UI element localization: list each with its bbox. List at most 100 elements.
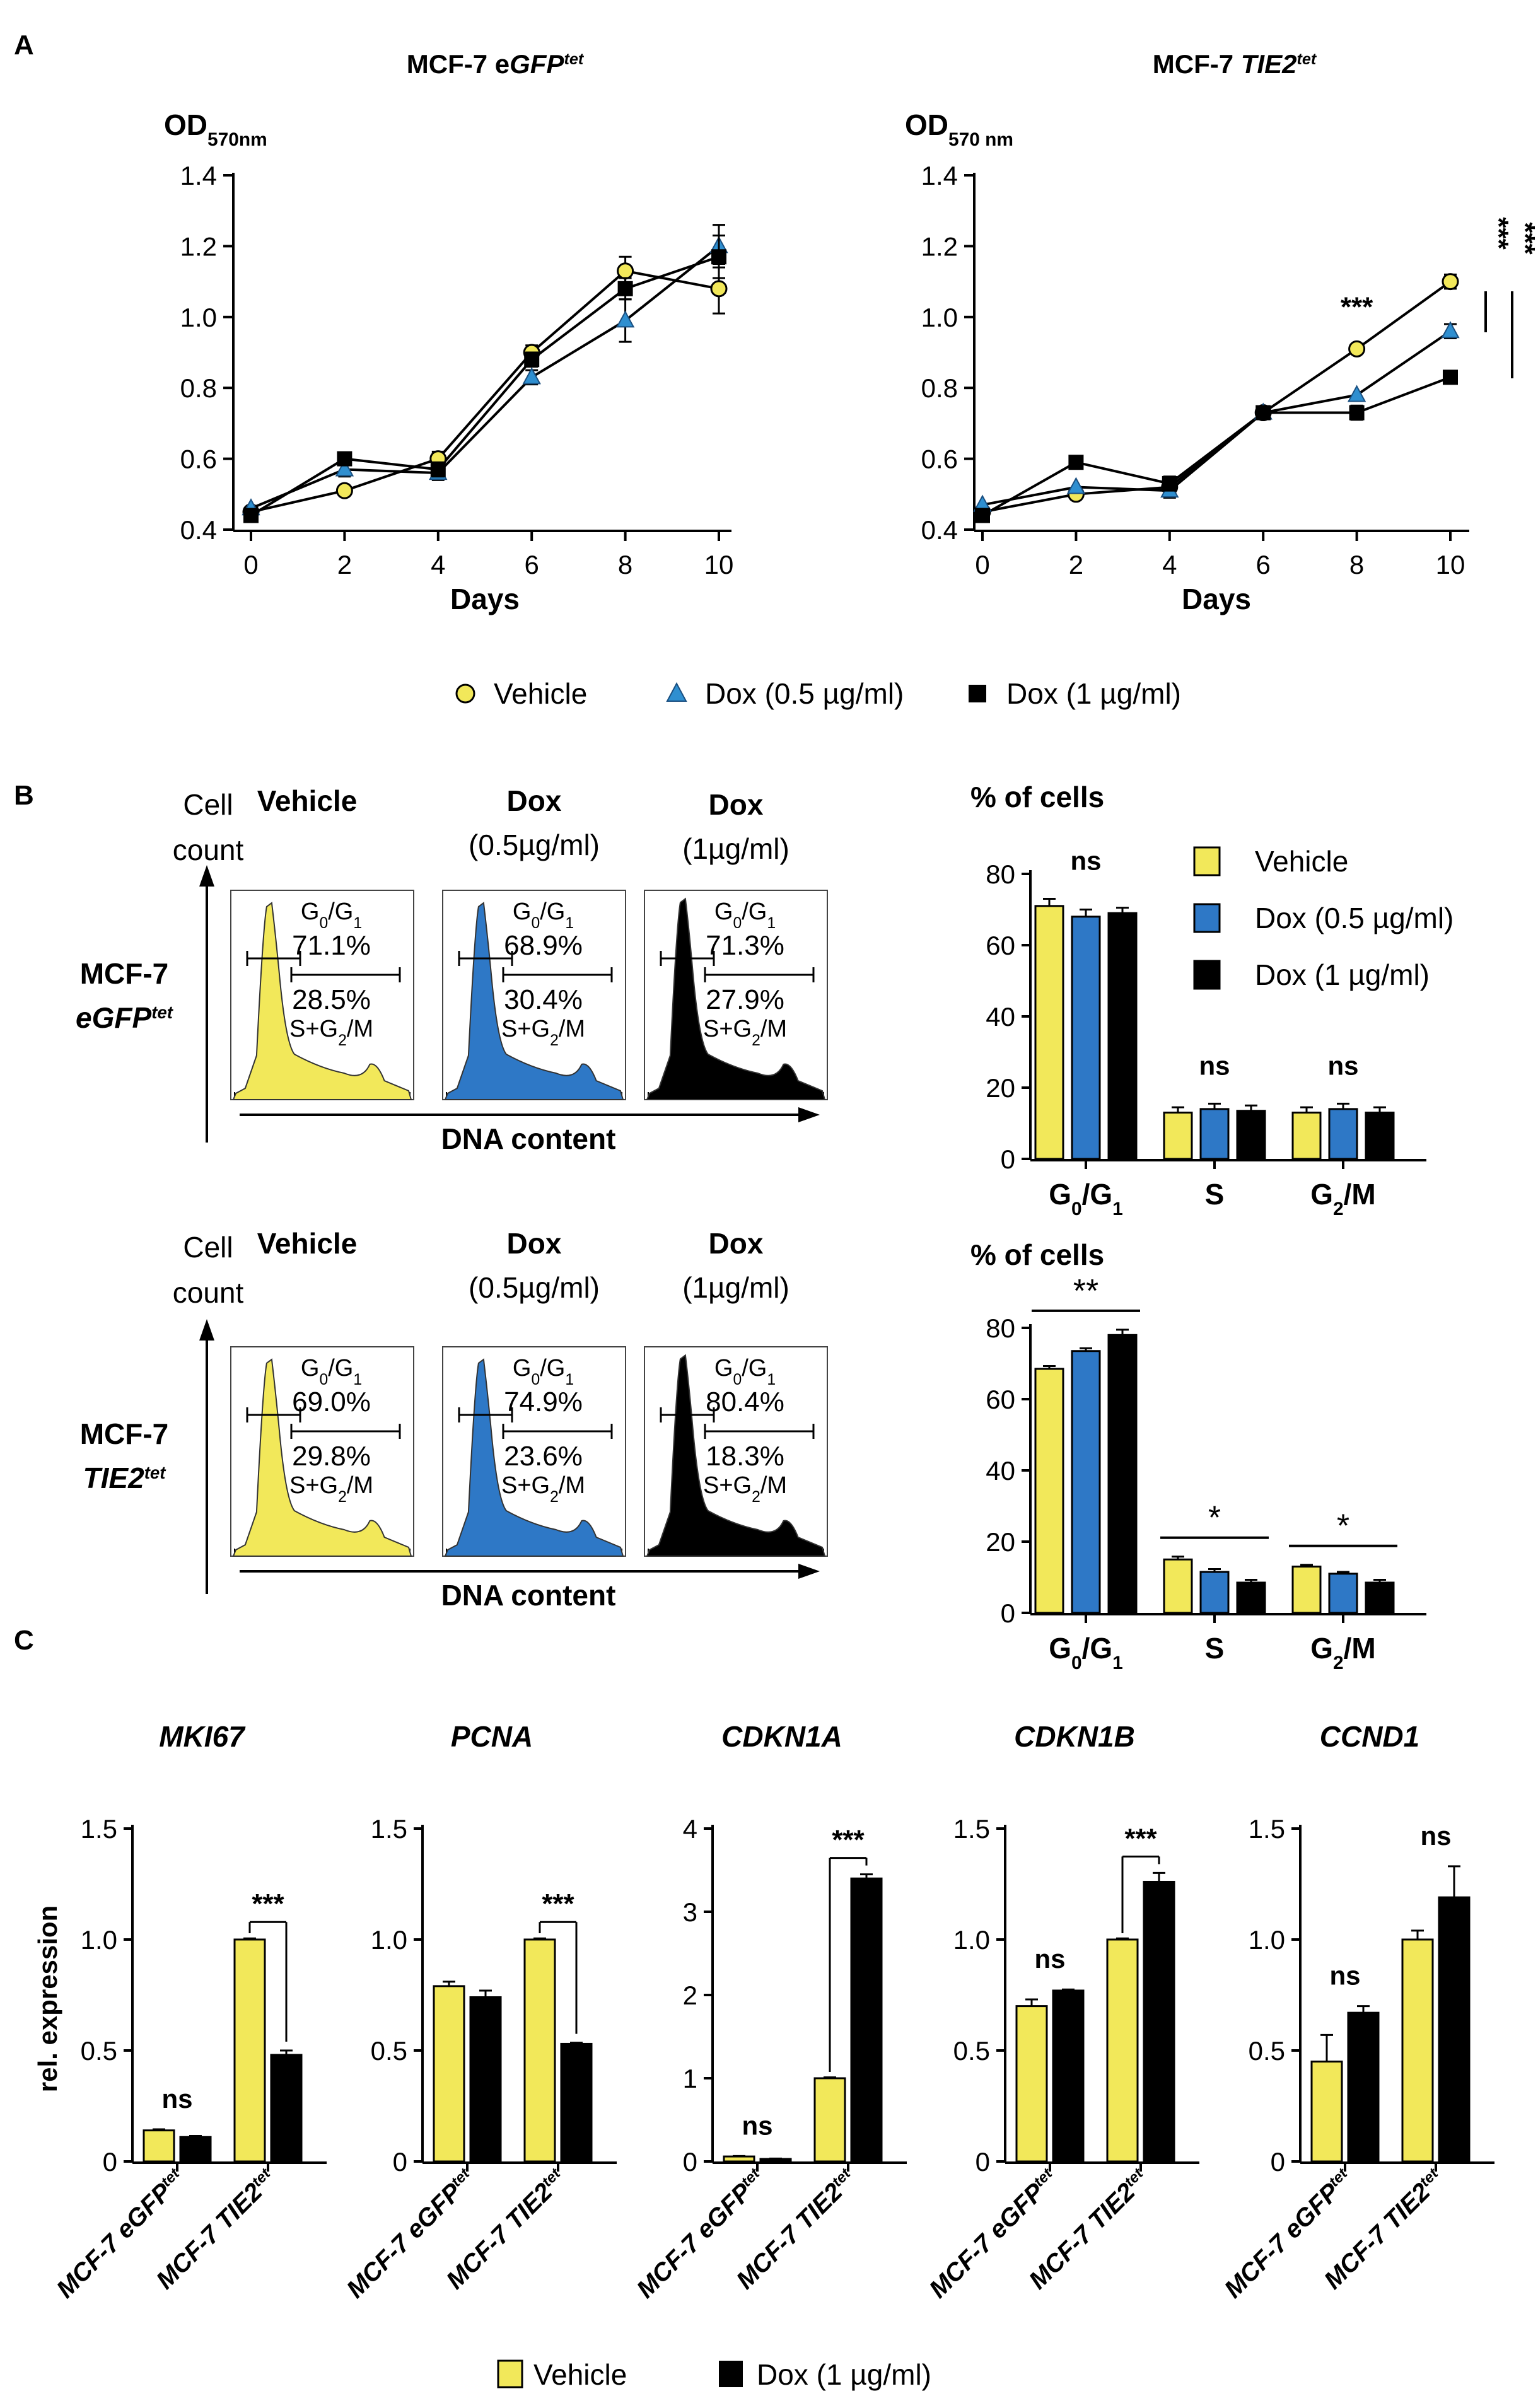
- significance-label: ns: [1034, 1944, 1065, 1974]
- dna-content-label: DNA content: [441, 1122, 616, 1155]
- arrow-head-icon: [199, 865, 214, 887]
- bar-dox1: [1365, 1112, 1395, 1160]
- gate-sg2m-percent: 18.3%: [706, 1441, 784, 1472]
- data-point-dox1: [524, 352, 540, 368]
- series-line-triangle: [982, 330, 1452, 506]
- x-tick-label: 8: [618, 550, 632, 579]
- series-line-circle: [982, 280, 1452, 513]
- data-point-dox05: [335, 459, 354, 477]
- bar-vehicle: [523, 1938, 556, 2163]
- significance-label: *: [1337, 1508, 1349, 1545]
- y-tick-label: 0.5: [371, 2036, 407, 2066]
- bar-dox05: [1199, 1108, 1230, 1160]
- data-point-dox05: [1066, 477, 1086, 494]
- histogram-1-3: [644, 890, 828, 1100]
- y-tick-label: 60: [986, 931, 1015, 960]
- data-point-dox05: [1347, 385, 1366, 402]
- significance-label: ***: [1341, 291, 1373, 322]
- chart-title: % of cells: [970, 1238, 1104, 1271]
- y-tick-label: 1.5: [953, 1814, 990, 1844]
- chart-title: MCF-7 eGFPtet: [407, 49, 585, 79]
- bar-chart-B2: % of cells 0 20 40 60 80 G0/G1 ** S * G2/M *: [970, 1238, 1426, 1673]
- bar-vehicle: [1015, 2005, 1048, 2163]
- x-tick-label: 2: [1069, 550, 1083, 579]
- x-axis-title: Days: [1182, 583, 1251, 615]
- x-tick-label: 0: [243, 550, 258, 579]
- gate-g0g1-label: G0/G1: [513, 1355, 574, 1388]
- chart-title: PCNA: [451, 1720, 533, 1753]
- gate-sg2m-label: S+G2/M: [703, 1016, 787, 1049]
- significance-label: ns: [1327, 1050, 1358, 1080]
- legend-swatch-vehicle: [497, 2359, 523, 2388]
- x-tick-label: 10: [1436, 550, 1465, 579]
- x-tick-label: G0/G1: [1049, 1178, 1123, 1219]
- line-chart-A2: MCF-7 TIE2tet OD570 nm 0.4 0.6 0.8 1.0 1.2 1.4 0…: [905, 49, 1469, 615]
- y-tick-label: 80: [986, 1313, 1015, 1343]
- panel-label-c: C: [14, 1625, 34, 1656]
- treatment-dose: (0.5µg/ml): [469, 1271, 600, 1304]
- bar-vehicle: [1291, 1566, 1322, 1614]
- y-tick-label: 0.5: [1249, 2036, 1285, 2066]
- bar-vehicle: [1034, 905, 1064, 1160]
- y-tick-label: 0.5: [953, 2036, 990, 2066]
- bar-vehicle: [433, 1985, 465, 2163]
- y-tick-label: 3: [683, 1897, 697, 1927]
- y-tick-label: 1.5: [371, 1814, 407, 1844]
- bar-dox05: [1071, 916, 1101, 1160]
- data-point-dox1: [243, 508, 259, 523]
- y-tick-label: 0: [976, 2147, 990, 2177]
- bar-dox1: [179, 2136, 212, 2163]
- y-tick-label: 80: [986, 859, 1015, 889]
- bar-dox05: [1071, 1350, 1101, 1614]
- significance-label: ns: [1199, 1050, 1230, 1080]
- gate-sg2m-label: S+G2/M: [501, 1472, 585, 1506]
- bar-dox1: [1236, 1110, 1266, 1160]
- bar-vehicle: [143, 2129, 175, 2163]
- data-point-vehicle: [617, 262, 634, 280]
- y-axis-label: OD570nm: [164, 108, 267, 150]
- gate-sg2m-percent: 27.9%: [706, 984, 784, 1015]
- histogram-curve: [444, 902, 624, 1100]
- gate-g0g1-percent: 71.1%: [292, 930, 371, 961]
- y-axis-label: OD570 nm: [905, 108, 1013, 150]
- treatment-dose: (1µg/ml): [682, 1271, 789, 1304]
- y-tick-label: 40: [986, 1456, 1015, 1486]
- bar-dox05: [1199, 1571, 1230, 1614]
- chart-title: CDKN1A: [721, 1720, 842, 1753]
- significance-label: ns: [1420, 1821, 1451, 1851]
- row-cell-line-label: MCF-7: [80, 1417, 169, 1450]
- arrow-head-icon: [798, 1564, 820, 1579]
- bar-dox1: [1438, 1896, 1471, 2163]
- gate-g0g1-percent: 71.3%: [706, 930, 784, 961]
- treatment-header: Dox: [507, 1227, 562, 1260]
- cell-count-label: Cell: [183, 788, 233, 821]
- chart-title: MKI67: [159, 1720, 246, 1753]
- data-point-dox1: [975, 508, 990, 523]
- y-tick-label: 20: [986, 1073, 1015, 1103]
- x-tick-label: G2/M: [1310, 1178, 1376, 1219]
- gate-g0g1-label: G0/G1: [513, 899, 574, 932]
- data-point-dox1: [337, 451, 352, 467]
- dna-content-label: DNA content: [441, 1579, 616, 1612]
- treatment-header: Dox: [507, 784, 562, 817]
- bar-vehicle: [1291, 1112, 1322, 1160]
- x-axis-title: Days: [450, 583, 520, 615]
- treatment-header: Dox: [709, 788, 764, 821]
- gate-g0g1-label: G0/G1: [714, 899, 776, 932]
- histogram-curve: [646, 897, 826, 1100]
- significance-label: ***: [832, 1825, 865, 1856]
- histogram-2-3: [644, 1346, 828, 1557]
- y-tick-label: 1.5: [1249, 1814, 1285, 1844]
- y-tick-label: 0.6: [921, 445, 958, 474]
- cell-count-label: count: [173, 1276, 244, 1309]
- panel-label-a: A: [14, 30, 34, 61]
- y-tick-label: 1.4: [180, 161, 217, 190]
- series-line-circle: [250, 269, 719, 513]
- x-tick-label: 4: [431, 550, 445, 579]
- bar-vehicle: [1163, 1112, 1193, 1160]
- gate-g0g1-label: G0/G1: [301, 1355, 362, 1388]
